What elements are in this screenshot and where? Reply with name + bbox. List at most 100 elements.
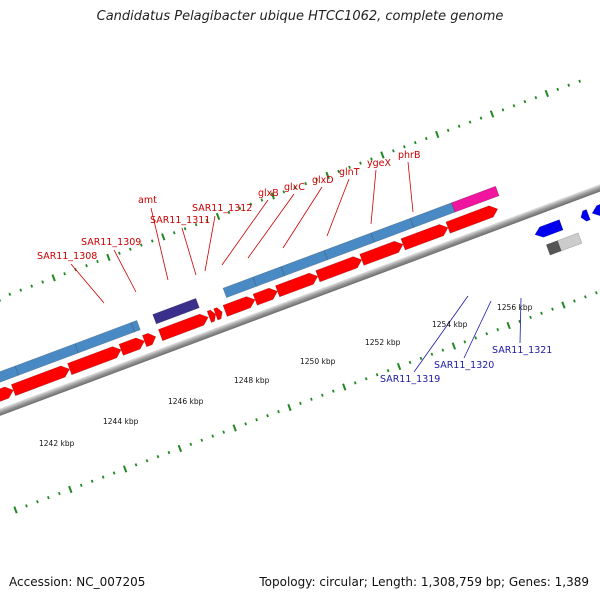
tick-upper bbox=[194, 222, 198, 227]
label-leader-line bbox=[70, 263, 105, 304]
tick-lower bbox=[177, 444, 183, 453]
tick-upper bbox=[260, 198, 264, 202]
tick-upper bbox=[183, 227, 187, 231]
tick-lower bbox=[189, 442, 193, 446]
tick-label-1246: 1246 kbp bbox=[168, 397, 204, 406]
forward-gene bbox=[252, 266, 285, 287]
tick-lower bbox=[134, 463, 138, 467]
tick-upper bbox=[413, 141, 417, 145]
tick-upper bbox=[129, 247, 132, 251]
tick-lower bbox=[573, 299, 576, 303]
label-leader-line bbox=[463, 300, 492, 359]
tick-lower bbox=[112, 471, 116, 475]
reverse-gene bbox=[557, 232, 583, 252]
label-glxc: glxC bbox=[284, 182, 305, 193]
forward-gene-amt bbox=[152, 298, 200, 325]
tick-lower bbox=[551, 307, 554, 311]
tick-lower bbox=[496, 328, 500, 332]
tick-upper bbox=[8, 292, 12, 296]
tick-lower bbox=[364, 377, 368, 381]
tick-lower bbox=[299, 401, 302, 406]
forward-cds bbox=[315, 256, 363, 283]
genome-backbone bbox=[0, 170, 600, 430]
forward-cds bbox=[222, 296, 256, 317]
tick-lower bbox=[561, 301, 566, 309]
tick-upper bbox=[315, 177, 319, 182]
forward-cds bbox=[0, 386, 14, 402]
tick-lower bbox=[540, 311, 543, 315]
tick-lower bbox=[463, 340, 467, 344]
forward-cds bbox=[213, 307, 223, 321]
tick-lower bbox=[518, 319, 521, 324]
label-leader-line bbox=[150, 207, 169, 281]
genome-summary-text: Topology: circular; Length: 1,308,759 bp… bbox=[259, 575, 589, 589]
tick-lower bbox=[430, 352, 434, 356]
tick-upper bbox=[479, 116, 483, 120]
tick-lower bbox=[529, 315, 532, 319]
forward-cds bbox=[445, 205, 499, 234]
label-amt: amt bbox=[138, 195, 157, 206]
forward-cds bbox=[10, 365, 71, 397]
tick-upper bbox=[523, 100, 527, 104]
forward-gene bbox=[130, 320, 141, 333]
label-glxb: glxB bbox=[258, 188, 279, 199]
tick-upper bbox=[41, 280, 45, 284]
tick-upper bbox=[215, 212, 221, 221]
tick-marks bbox=[0, 79, 598, 514]
tick-lower bbox=[277, 409, 280, 414]
tick-upper bbox=[392, 149, 395, 153]
tick-lower bbox=[232, 424, 237, 432]
forward-cds bbox=[67, 346, 122, 376]
tick-upper bbox=[403, 145, 406, 149]
label-glnt: glnT bbox=[339, 167, 360, 178]
tick-upper bbox=[19, 288, 23, 292]
tick-label-1256: 1256 kbp bbox=[497, 303, 533, 312]
tick-upper bbox=[567, 83, 571, 87]
forward-cds bbox=[142, 332, 157, 348]
gene-features bbox=[0, 185, 600, 402]
tick-lower bbox=[58, 491, 61, 496]
forward-cds bbox=[206, 309, 217, 323]
tick-upper bbox=[424, 136, 428, 141]
tick-upper bbox=[435, 130, 440, 139]
tick-lower bbox=[90, 479, 94, 483]
tick-lower bbox=[353, 381, 357, 385]
tick-upper bbox=[270, 192, 275, 200]
tick-upper bbox=[348, 165, 351, 169]
forward-cds bbox=[252, 287, 278, 306]
label-ygex: ygeX bbox=[367, 158, 391, 169]
tick-upper bbox=[501, 108, 505, 112]
tick-lower bbox=[506, 321, 511, 330]
tick-upper bbox=[96, 259, 99, 264]
tick-lower bbox=[594, 291, 598, 295]
tick-lower bbox=[396, 362, 402, 371]
label-leader-lines bbox=[70, 161, 522, 373]
map-title: Candidatus Pelagibacter ubique HTCC1062,… bbox=[96, 9, 504, 24]
tick-lower bbox=[167, 450, 171, 455]
tick-upper bbox=[293, 186, 297, 190]
forward-cds bbox=[400, 224, 449, 251]
tick-lower bbox=[386, 368, 390, 373]
accession-text: Accession: NC_007205 bbox=[9, 575, 146, 589]
tick-label-1242: 1242 kbp bbox=[39, 439, 75, 448]
tick-lower bbox=[584, 295, 587, 299]
tick-labels: 1242 kbp 1244 kbp 1246 kbp 1248 kbp 1250… bbox=[39, 303, 533, 448]
tick-upper bbox=[359, 161, 362, 165]
tick-lower bbox=[485, 332, 489, 336]
tick-upper bbox=[106, 253, 111, 262]
label-sar11-1321: SAR11_1321 bbox=[492, 345, 552, 356]
tick-upper bbox=[325, 171, 330, 180]
tick-lower bbox=[211, 434, 215, 438]
tick-lower bbox=[419, 356, 423, 360]
label-leader-line bbox=[519, 297, 522, 344]
tick-lower bbox=[68, 485, 73, 494]
tick-lower bbox=[310, 397, 313, 401]
tick-lower bbox=[244, 422, 247, 426]
tick-lower bbox=[375, 373, 379, 377]
label-leader-line bbox=[221, 199, 269, 266]
tick-lower bbox=[474, 336, 478, 340]
label-leader-line bbox=[282, 186, 323, 249]
label-sar11-1311: SAR11_1311 bbox=[150, 215, 210, 226]
label-leader-line bbox=[413, 295, 469, 373]
